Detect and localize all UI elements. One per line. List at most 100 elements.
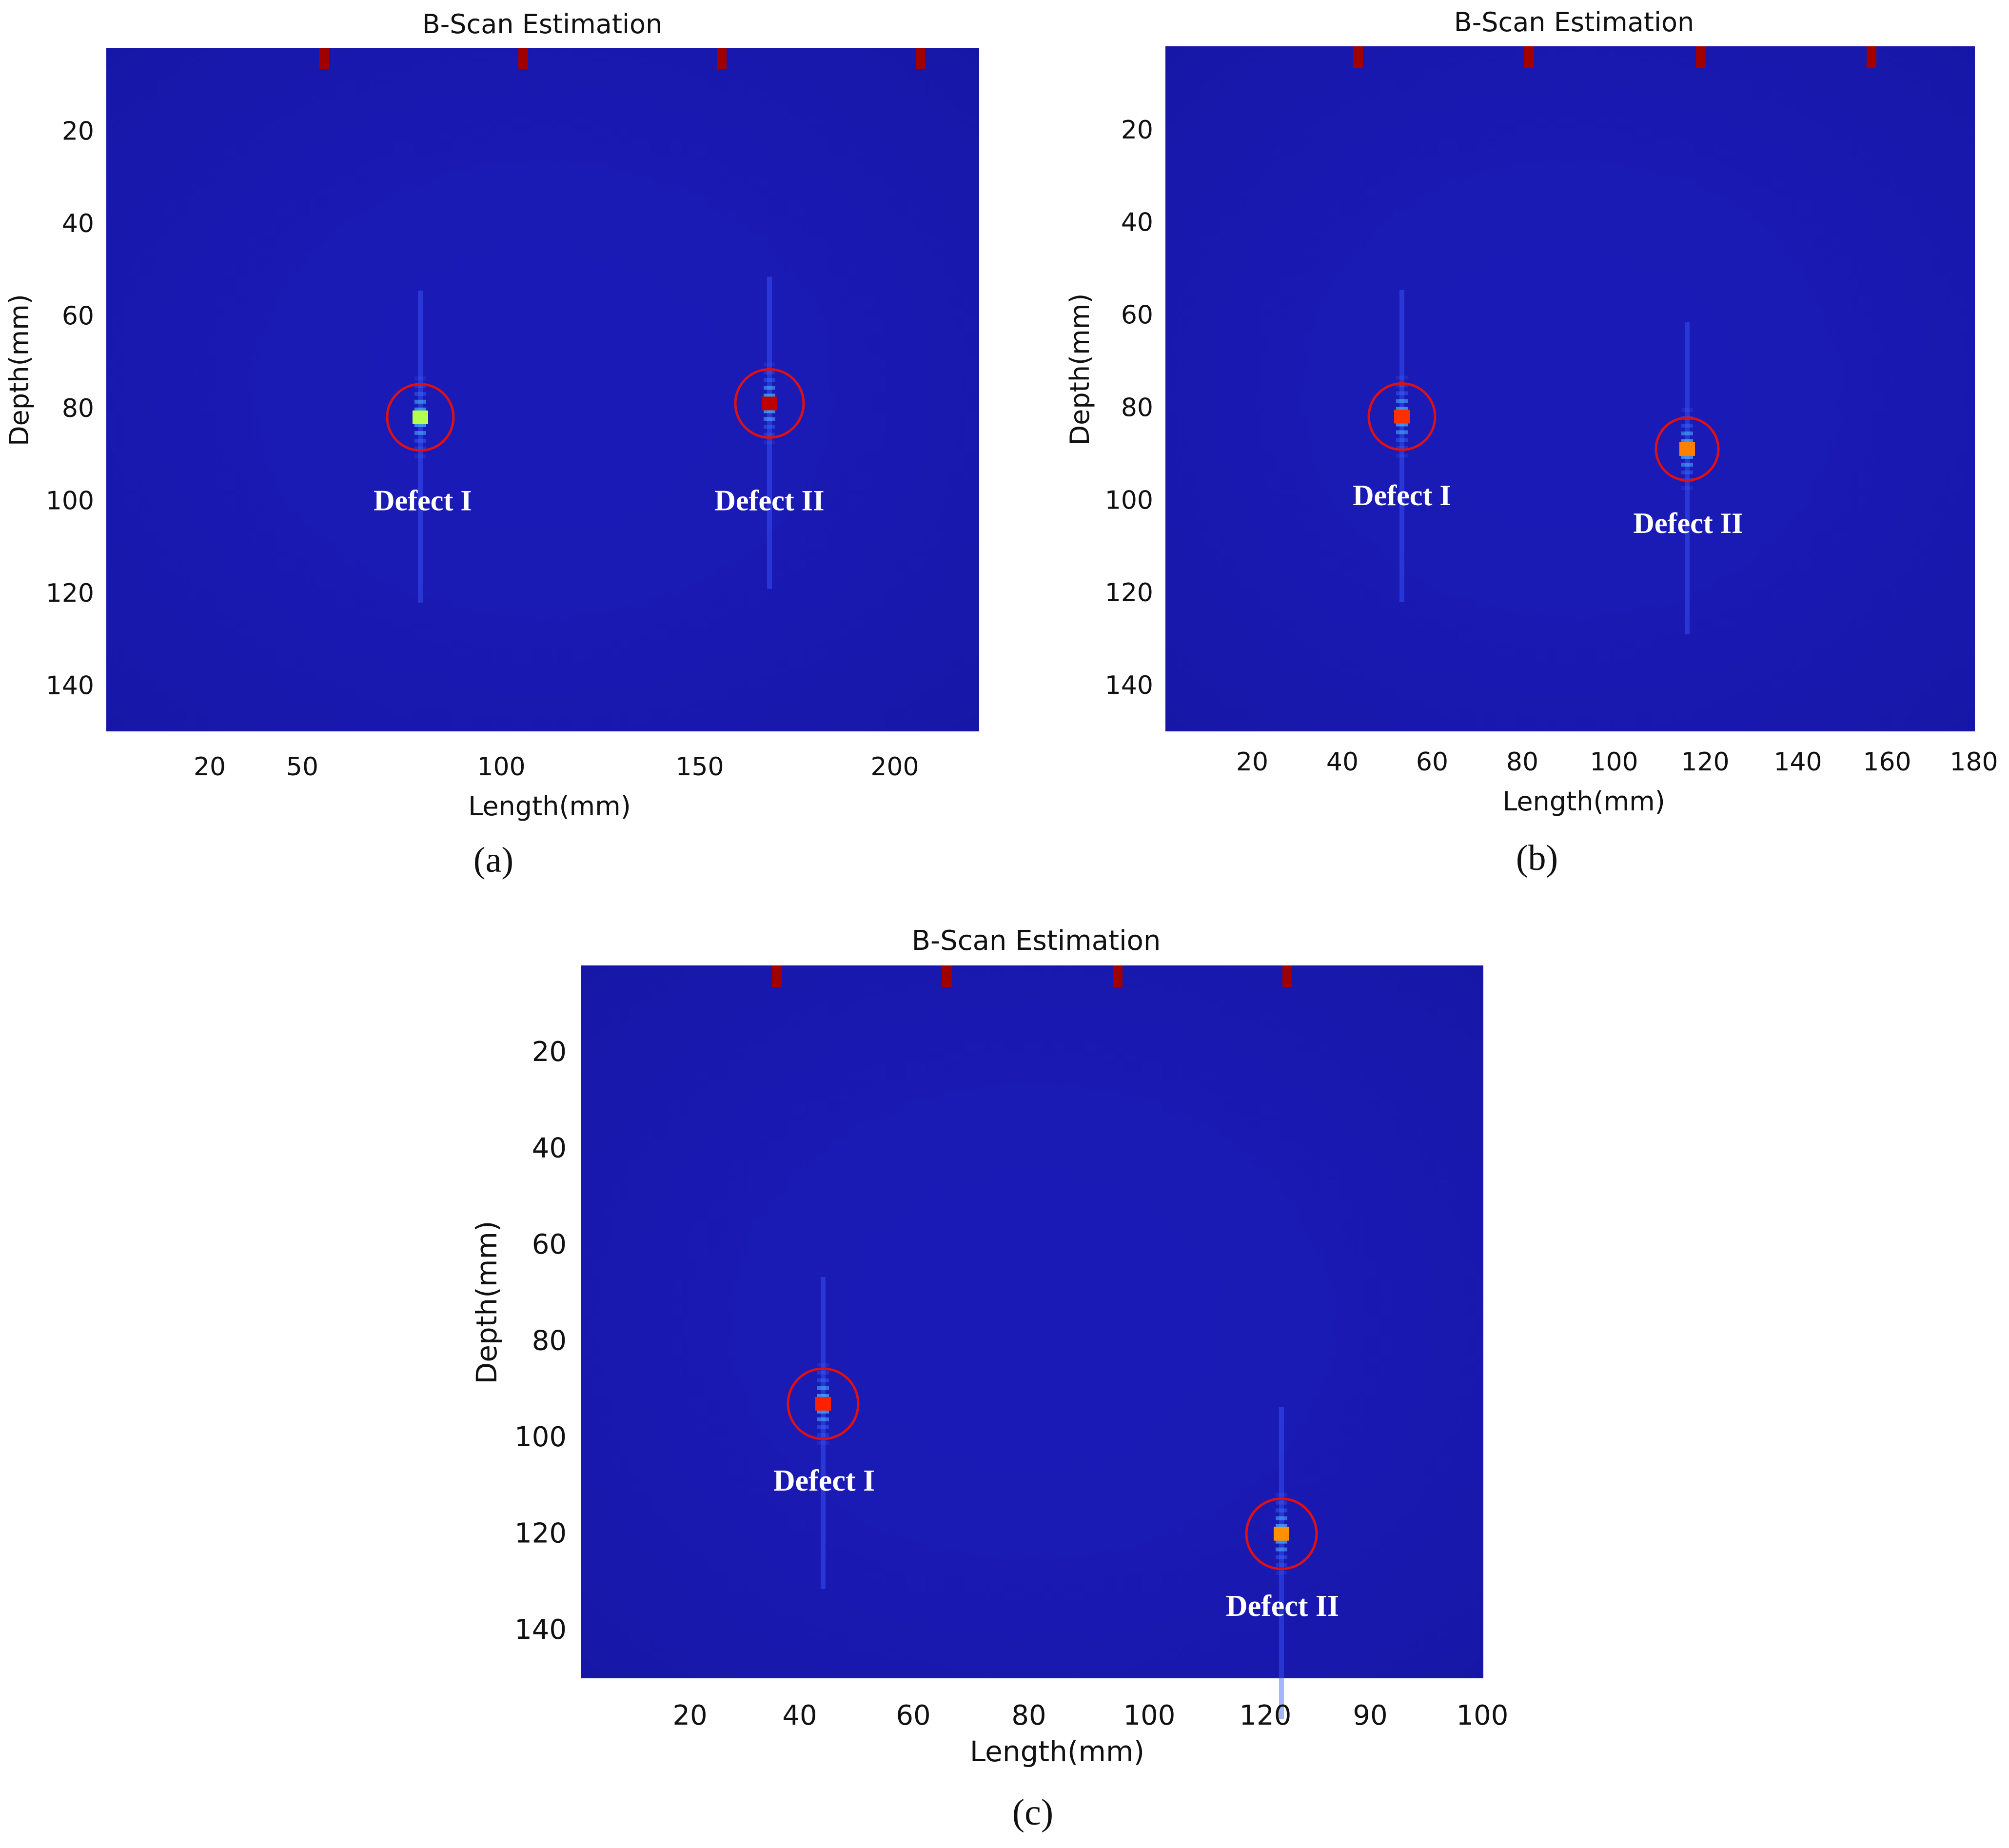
echo-band: [1396, 422, 1408, 427]
echo-band: [1276, 1547, 1287, 1552]
x-tick-label: 180: [1950, 747, 1998, 777]
echo-band: [1276, 1571, 1287, 1575]
defect-peak: [1679, 442, 1695, 456]
echo-band: [1396, 438, 1408, 442]
echo-band: [1681, 439, 1693, 443]
echo-band: [1276, 1500, 1287, 1505]
transducer-marker: [942, 965, 952, 987]
echo-band: [1681, 423, 1693, 428]
x-tick-label: 20: [1236, 747, 1268, 777]
chart-title: B-Scan Estimation: [912, 925, 1161, 957]
echo-band: [414, 392, 426, 396]
y-tick-label: 120: [46, 579, 94, 608]
echo-band: [1276, 1555, 1287, 1559]
echo-band: [764, 417, 775, 421]
x-tick-label: 150: [675, 752, 724, 782]
transducer-marker: [1282, 965, 1292, 987]
echo-band: [817, 1370, 829, 1375]
echo-band: [764, 362, 775, 367]
echo-band: [414, 399, 426, 404]
bscan-panel-a: Defect I Defect II B-Scan Estimation 20 40 60…: [4, 9, 979, 880]
defect-peak: [815, 1396, 831, 1411]
x-tick-label: 40: [1326, 747, 1359, 777]
echo-band: [1396, 407, 1408, 411]
x-tick-label: 160: [1863, 747, 1911, 777]
defect-streak: [821, 1277, 826, 1589]
defect-peak: [762, 396, 777, 411]
echo-band: [1681, 486, 1693, 490]
plot-vignette: [106, 48, 979, 731]
defect-label: Defect I: [773, 1464, 875, 1497]
defect-peak: [1274, 1527, 1289, 1541]
echo-band: [414, 407, 426, 412]
echo-band: [764, 425, 775, 429]
echo-band: [1276, 1563, 1287, 1567]
transducer-marker: [1696, 46, 1706, 68]
x-tick-label: 120: [1240, 1700, 1292, 1731]
echo-band: [1681, 470, 1693, 474]
x-tick-label: 80: [1011, 1700, 1046, 1731]
echo-band: [817, 1362, 829, 1367]
y-tick-label: 60: [62, 301, 94, 331]
echo-band: [764, 393, 775, 398]
x-tick-label: 20: [194, 752, 226, 782]
y-axis-label: Depth(mm): [1064, 294, 1095, 446]
echo-band: [764, 386, 775, 390]
x-axis-label: Length(mm): [970, 1735, 1144, 1768]
x-axis-label: Length(mm): [1502, 786, 1665, 817]
transducer-marker: [772, 965, 782, 987]
defect-label: Defect II: [715, 484, 825, 516]
echo-band: [1276, 1516, 1287, 1520]
y-tick-label: 140: [46, 671, 94, 700]
echo-band: [1276, 1508, 1287, 1513]
transducer-marker: [518, 48, 528, 69]
y-tick-label: 80: [532, 1325, 567, 1357]
x-tick-label: 80: [1506, 747, 1538, 777]
y-tick-label: 20: [1121, 116, 1153, 145]
y-tick-label: 40: [1121, 208, 1153, 237]
echo-band: [1681, 408, 1693, 412]
panel-label: (a): [473, 840, 513, 880]
echo-band: [1396, 446, 1408, 450]
chart-title: B-Scan Estimation: [1454, 7, 1694, 38]
echo-band: [817, 1386, 829, 1390]
echo-band: [1681, 431, 1693, 435]
defect-label: Defect II: [1226, 1590, 1339, 1623]
defect-circle: [1367, 382, 1437, 451]
echo-band: [1276, 1524, 1287, 1528]
echo-band: [764, 370, 775, 374]
echo-band: [764, 440, 775, 445]
panels: Defect I Defect II B-Scan Estimation 20 40 60…: [4, 7, 1998, 1833]
echo-band: [817, 1394, 829, 1398]
echo-band: [1396, 453, 1408, 458]
defect-streak: [1685, 322, 1690, 634]
echo-band: [1396, 375, 1408, 380]
x-tick-label: 100: [1590, 747, 1638, 777]
defect-circle: [1654, 416, 1720, 482]
bscan-panel-b: Defect I Defect II B-Scan Estimation 20 40 60…: [1064, 7, 1998, 878]
panel-label: (b): [1516, 838, 1558, 878]
x-axis-label: Length(mm): [468, 791, 631, 822]
defect-streak: [1279, 1407, 1284, 1719]
y-tick-label: 80: [1121, 393, 1153, 422]
y-tick-label: 40: [62, 209, 94, 238]
x-tick-label: 90: [1353, 1700, 1387, 1731]
defect-circle: [1245, 1497, 1318, 1571]
x-tick-label: 40: [782, 1700, 817, 1731]
y-tick-label: 60: [532, 1229, 567, 1260]
defect-streak: [1399, 290, 1404, 602]
y-axis-label: Depth(mm): [470, 1221, 503, 1384]
x-tick-label: 50: [286, 752, 318, 782]
echo-band: [764, 378, 775, 382]
echo-band: [414, 446, 426, 451]
x-tick-label: 100: [1123, 1700, 1176, 1731]
echo-band: [1396, 391, 1408, 395]
x-tick-label: 60: [1416, 747, 1448, 777]
y-tick-label: 120: [1105, 578, 1153, 608]
y-tick-label: 20: [532, 1036, 567, 1068]
bscan-panel-c: Defect I Defect II B-Scan Estimation 20 40 60…: [470, 925, 1508, 1833]
defect-streak: [767, 276, 772, 589]
defect-circle: [787, 1367, 860, 1440]
echo-band: [414, 376, 426, 380]
